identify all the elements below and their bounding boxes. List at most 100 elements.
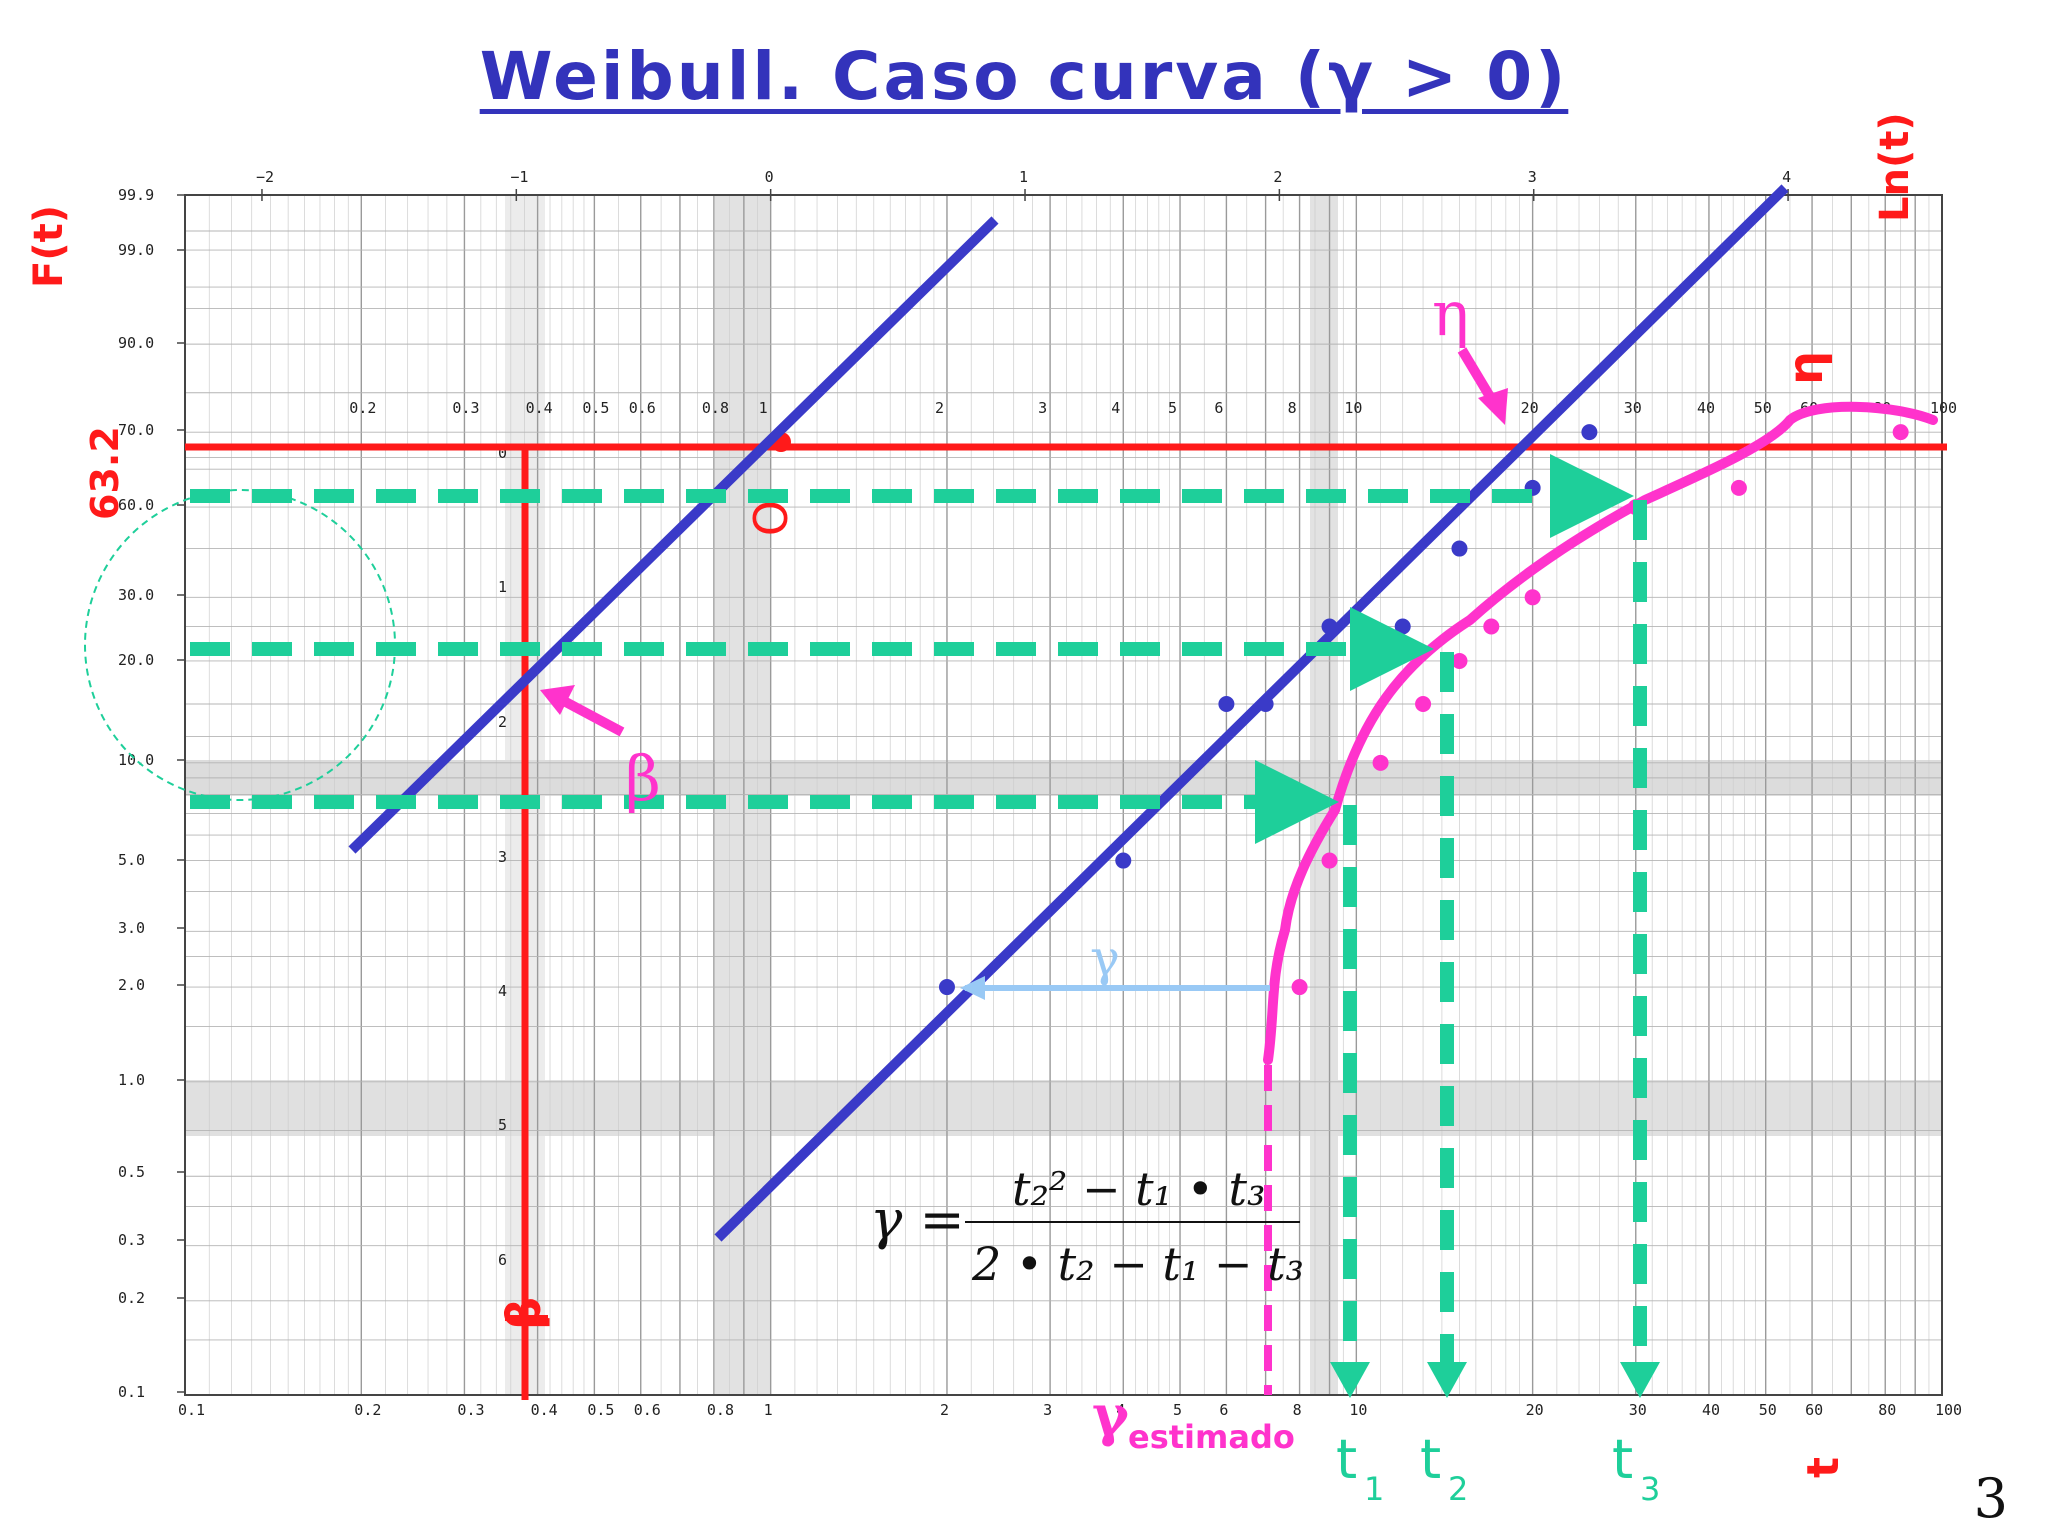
formula-lhs: γ = [870, 1188, 965, 1251]
t-bottom-tick-label: 0.4 [531, 1401, 558, 1419]
t-axis-mid-ticks: 0.2 0.3 0.4 0.5 0.6 0.8 1 2 3 4 5 6 8 10 20 30 40 50 60 80 1… [349, 399, 1957, 417]
t-bottom-tick-label: 50 [1759, 1401, 1777, 1419]
f-tick-label: 99.9 [118, 186, 154, 204]
t-bottom-tick-label: 1 [764, 1401, 773, 1419]
beta-tick-label: 4 [498, 982, 507, 1000]
t3-sub: 3 [1640, 1470, 1660, 1508]
t-mid-tick-label: 1 [759, 399, 768, 417]
pink-data-point [1321, 852, 1338, 869]
slide-title-text: Weibull. Caso curva (γ > 0) [479, 38, 1569, 115]
t-mid-tick-label: 8 [1288, 399, 1297, 417]
formula-denominator: 2 • t₂ − t₁ − t₃ [971, 1237, 1304, 1291]
t-bottom-tick-label: 60 [1805, 1401, 1823, 1419]
t-mid-tick-label: 0.2 [349, 399, 376, 417]
ref-632-label: 63.2 [83, 426, 127, 520]
eta-arrow [1457, 347, 1497, 403]
t-construction-lines [190, 454, 1660, 1398]
pink-data-point [1524, 589, 1541, 606]
beta-tick-label: 2 [498, 713, 507, 731]
f-tick-label: 2.0 [118, 976, 145, 994]
fitted-line [714, 184, 1789, 1242]
raw-data-curve [1263, 401, 1938, 1065]
t-bottom-tick-label: 4 [1116, 1401, 1125, 1419]
t-bottom-tick-label: 0.2 [354, 1401, 381, 1419]
t-bottom-tick-label: 80 [1878, 1401, 1896, 1419]
f-tick-label: 0.1 [118, 1383, 145, 1401]
t-mid-tick-label: 0.4 [526, 399, 553, 417]
t-bottom-tick-label: 8 [1293, 1401, 1302, 1419]
slide-title: Weibull. Caso curva (γ > 0) [0, 38, 2048, 115]
f-tick-label: 10.0 [118, 751, 154, 769]
origin-label: O [742, 500, 796, 536]
pink-data-point [1415, 696, 1432, 713]
formula-numerator: t₂² − t₁ • t₃ [1012, 1162, 1265, 1216]
t-mid-tick-label: 30 [1624, 399, 1642, 417]
beta-arrow-label: β [625, 742, 661, 815]
ln-axis-top-ticks: −2 −1 0 1 2 3 4 [256, 168, 1791, 201]
blue-data-point [1115, 852, 1132, 869]
t-mid-tick-label: 5 [1168, 399, 1177, 417]
t-bottom-tick-label: 2 [940, 1401, 949, 1419]
gamma-estimado-sub: estimado [1128, 1418, 1295, 1456]
pink-data-point [1372, 754, 1389, 771]
t2-sub: 2 [1448, 1470, 1468, 1508]
ln-tick-label: −2 [256, 168, 274, 186]
t1-sub: 1 [1364, 1470, 1384, 1508]
pink-data-point [1451, 652, 1468, 669]
f-tick-label: 70.0 [118, 421, 154, 439]
t-mid-tick-label: 40 [1697, 399, 1715, 417]
beta-tick-label: 6 [498, 1251, 507, 1269]
f-tick-label: 0.2 [118, 1289, 145, 1307]
t-mid-tick-label: 10 [1344, 399, 1362, 417]
t-bottom-tick-label: 10 [1349, 1401, 1367, 1419]
t-bottom-tick-label: 100 [1935, 1401, 1962, 1419]
t-bottom-tick-label: 3 [1043, 1401, 1052, 1419]
gamma-label: γ [1090, 929, 1120, 987]
t-mid-tick-label: 2 [935, 399, 944, 417]
f-tick-label: 1.0 [118, 1071, 145, 1089]
pink-data-point [1730, 479, 1747, 496]
gamma-formula: γ = t₂² − t₁ • t₃ 2 • t₂ − t₁ − t₃ [870, 1162, 1304, 1291]
t-bottom-tick-label: 0.5 [587, 1401, 614, 1419]
t-bottom-tick-label: 0.6 [634, 1401, 661, 1419]
slide-number: 3 [1973, 1467, 2008, 1530]
gamma-estimado-symbol: γ [1092, 1383, 1130, 1449]
t-mid-tick-label: 0.6 [629, 399, 656, 417]
beta-arrow [559, 695, 625, 737]
t-mid-tick-label: 0.8 [702, 399, 729, 417]
x-axis-label: t [1798, 1457, 1849, 1478]
ln-tick-label: 1 [1019, 168, 1028, 186]
gamma-arrow-head [960, 976, 985, 1000]
t-axis-bottom-ticks: 0.1 0.2 0.3 0.4 0.5 0.6 0.8 1 2 3 4 5 6 8 10 20 30 40 50 60… [178, 1401, 1962, 1419]
raw-data-points [1291, 424, 1909, 996]
ln-tick-label: 3 [1528, 168, 1537, 186]
t1-label: t [1336, 1428, 1357, 1491]
t-mid-tick-label: 100 [1930, 399, 1957, 417]
t-bottom-tick-label: 6 [1219, 1401, 1228, 1419]
blue-data-point [938, 979, 955, 996]
slope-reference-line [348, 216, 999, 854]
f-tick-label: 0.3 [118, 1231, 145, 1249]
eta-scale-label: η [1778, 351, 1834, 385]
t-bottom-tick-label: 0.3 [457, 1401, 484, 1419]
eta-arrow-head [1478, 388, 1508, 425]
t-mid-tick-label: 0.3 [452, 399, 479, 417]
t-mid-tick-label: 4 [1111, 399, 1120, 417]
blue-data-point [1394, 618, 1411, 635]
pink-data-point [1291, 979, 1308, 996]
pink-data-point [1892, 424, 1909, 441]
f-tick-label: 60.0 [118, 496, 154, 514]
f-tick-label: 0.5 [118, 1163, 145, 1181]
beta-tick-label: 1 [498, 578, 507, 596]
eta-arrow-label: η [1432, 277, 1469, 350]
t-bottom-tick-label: 0.1 [178, 1401, 205, 1419]
blue-data-point [1581, 424, 1598, 441]
blue-data-point [1321, 618, 1338, 635]
t3-label: t [1612, 1428, 1633, 1491]
top-axis-label: Ln(t) [1872, 112, 1918, 222]
ln-tick-label: 0 [765, 168, 774, 186]
t-mid-tick-label: 3 [1038, 399, 1047, 417]
t2-label: t [1420, 1428, 1441, 1491]
t-mid-tick-label: 50 [1754, 399, 1772, 417]
